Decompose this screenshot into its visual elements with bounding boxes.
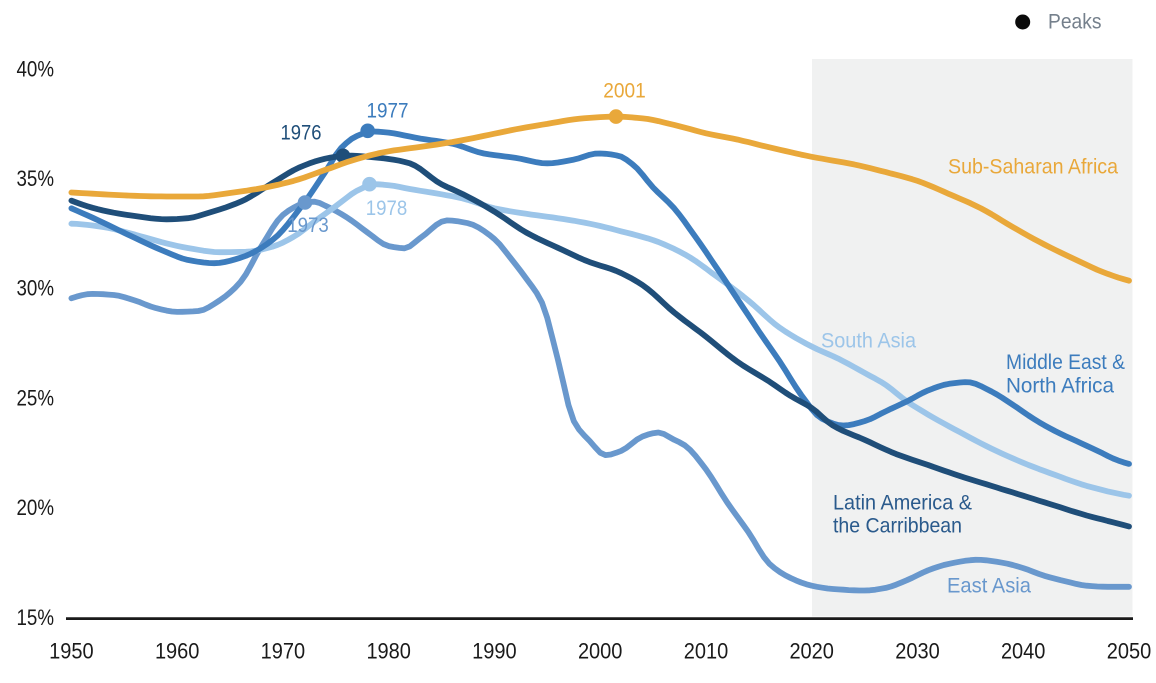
svg-text:2040: 2040 bbox=[1001, 639, 1046, 664]
svg-text:1990: 1990 bbox=[472, 639, 517, 664]
svg-text:2050: 2050 bbox=[1107, 639, 1152, 664]
svg-text:20%: 20% bbox=[17, 495, 55, 520]
svg-text:2030: 2030 bbox=[895, 639, 940, 664]
svg-text:2001: 2001 bbox=[603, 80, 646, 103]
svg-text:Sub-Saharan Africa: Sub-Saharan Africa bbox=[948, 156, 1118, 179]
svg-text:Middle East &: Middle East & bbox=[1006, 351, 1125, 374]
svg-text:1977: 1977 bbox=[367, 100, 409, 123]
svg-text:35%: 35% bbox=[17, 166, 55, 191]
svg-text:the Carribbean: the Carribbean bbox=[833, 515, 962, 538]
svg-text:East Asia: East Asia bbox=[947, 575, 1031, 598]
svg-text:25%: 25% bbox=[17, 385, 55, 410]
svg-text:Peaks: Peaks bbox=[1048, 10, 1102, 34]
svg-text:North Africa: North Africa bbox=[1006, 375, 1114, 398]
svg-text:40%: 40% bbox=[17, 56, 55, 81]
svg-text:1980: 1980 bbox=[366, 639, 411, 664]
svg-text:1950: 1950 bbox=[49, 639, 94, 664]
svg-text:1970: 1970 bbox=[261, 639, 306, 664]
svg-text:2010: 2010 bbox=[684, 639, 729, 664]
svg-text:1960: 1960 bbox=[155, 639, 200, 664]
svg-text:South Asia: South Asia bbox=[821, 330, 916, 353]
svg-text:1973: 1973 bbox=[287, 214, 329, 237]
svg-text:30%: 30% bbox=[17, 276, 55, 301]
svg-text:1976: 1976 bbox=[281, 122, 322, 145]
svg-text:2020: 2020 bbox=[789, 639, 834, 664]
svg-text:2000: 2000 bbox=[578, 639, 623, 664]
svg-text:1978: 1978 bbox=[366, 197, 408, 220]
svg-text:15%: 15% bbox=[17, 605, 55, 630]
svg-text:Latin America &: Latin America & bbox=[833, 492, 972, 515]
